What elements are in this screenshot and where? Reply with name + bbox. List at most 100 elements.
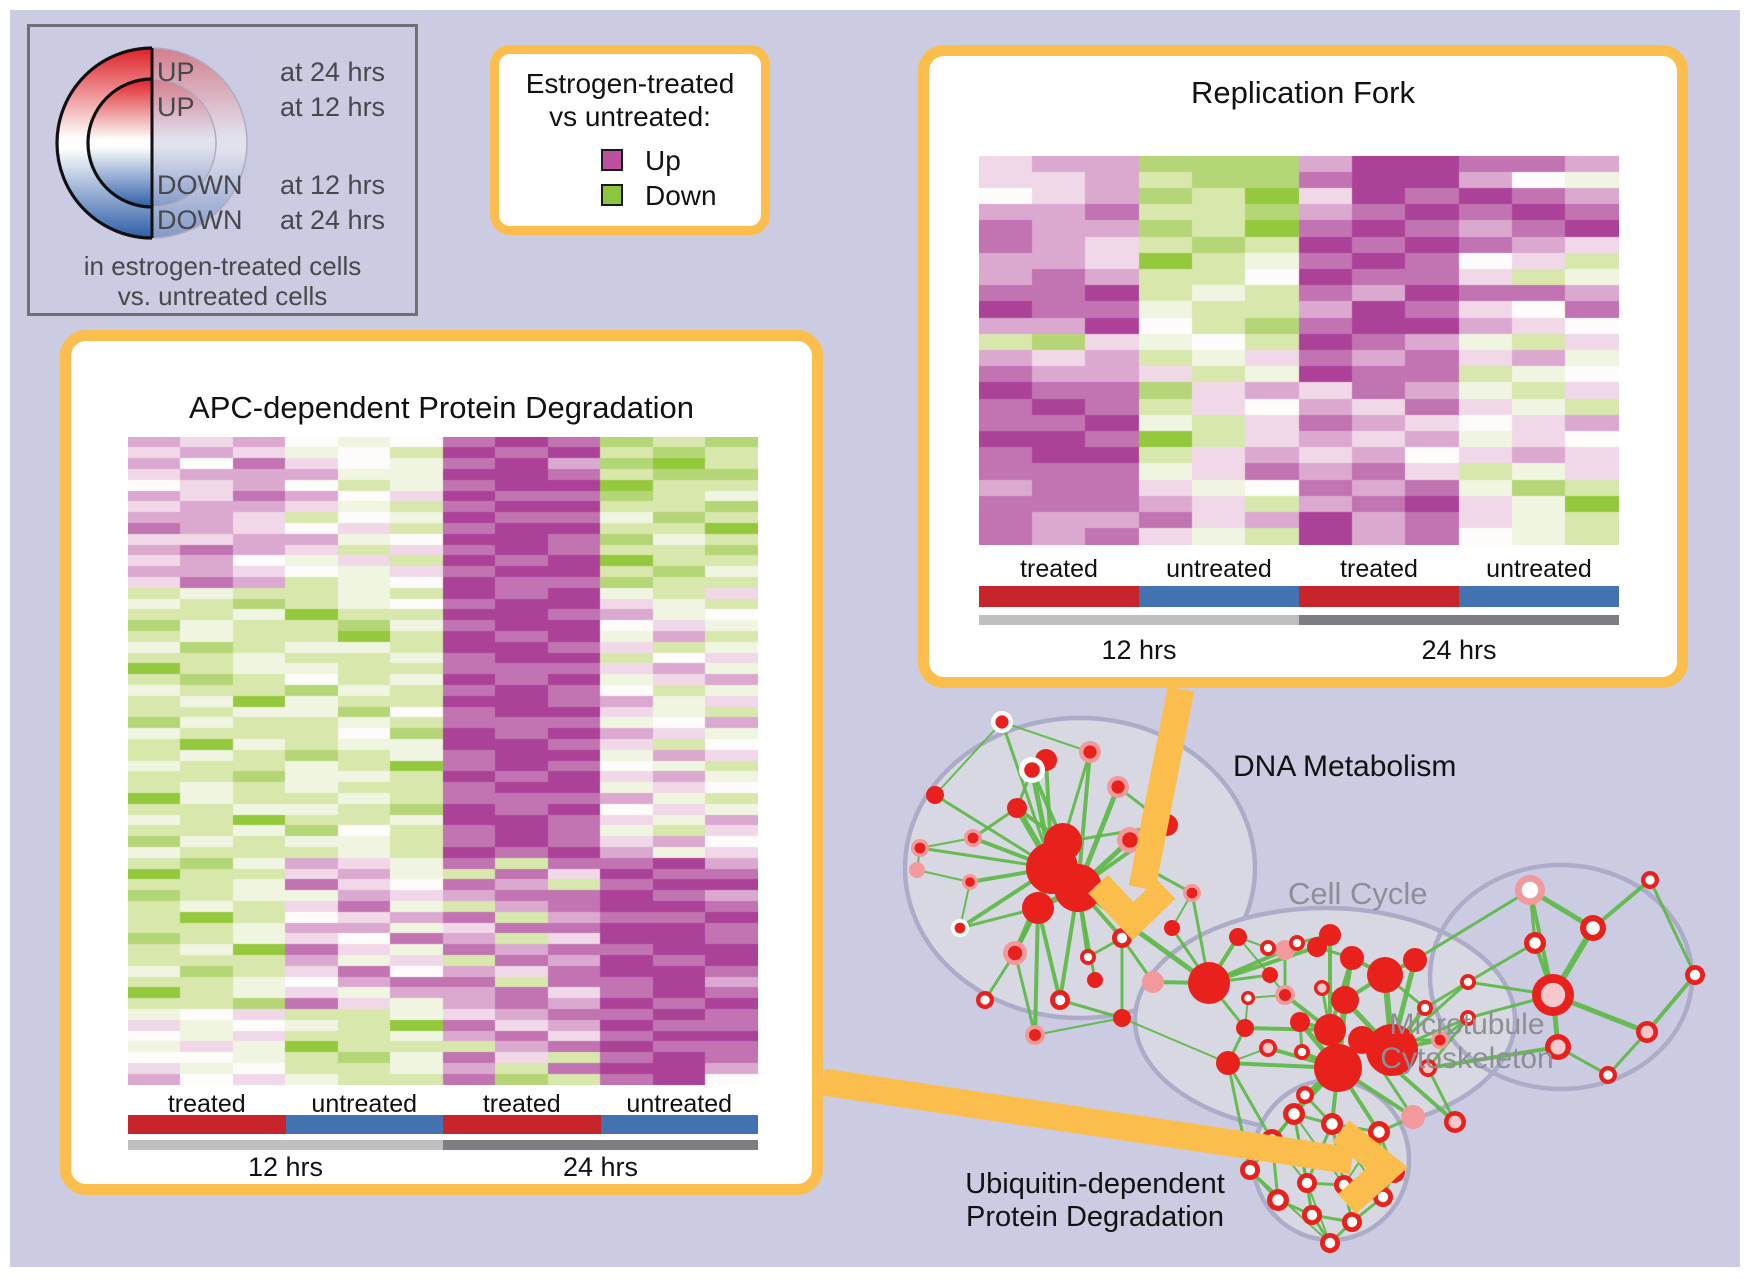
down-label: Down xyxy=(645,180,717,211)
network-node xyxy=(1346,1216,1358,1228)
network-node xyxy=(1401,1105,1425,1129)
replication-fork-heatmap xyxy=(979,156,1619,545)
network-node xyxy=(1689,969,1701,981)
network-node xyxy=(1244,1164,1256,1176)
group-label-untreated-3: untreated xyxy=(1486,555,1592,583)
network-node xyxy=(1164,920,1180,936)
network-edge xyxy=(934,721,1003,796)
cluster-ellipse-3 xyxy=(1250,1077,1412,1243)
network-node xyxy=(1314,1014,1346,1046)
network-node xyxy=(965,877,975,887)
network-node xyxy=(1087,972,1103,988)
network-edge xyxy=(1249,1169,1331,1244)
network-node xyxy=(1054,864,1102,912)
network-node xyxy=(1422,1062,1434,1074)
replication-fork-panel: Replication Fork treated untreated treated… xyxy=(918,45,1688,688)
network-node xyxy=(1188,962,1230,1004)
condition-bar-treated-0 xyxy=(128,1115,286,1134)
time-bar-12hrs xyxy=(128,1140,443,1150)
network-node xyxy=(1024,762,1040,778)
network-node xyxy=(1640,1025,1654,1039)
estrogen-legend-title-line2: vs untreated: xyxy=(549,101,711,132)
network-node xyxy=(1367,957,1403,993)
network-edge xyxy=(1424,980,1469,1010)
network-node xyxy=(1540,982,1566,1008)
network-node xyxy=(1319,924,1341,946)
network-node xyxy=(1326,1118,1338,1130)
group-label-treated-2: treated xyxy=(1340,555,1418,583)
network-node xyxy=(1420,1003,1430,1013)
network-node xyxy=(1366,1024,1418,1076)
estrogen-legend-title-line1: Estrogen-treated xyxy=(525,68,735,99)
network-edge xyxy=(1427,1045,1559,1070)
network-node xyxy=(926,786,944,804)
network-node xyxy=(1116,932,1128,944)
network-edge xyxy=(1467,941,1536,984)
network-node xyxy=(1603,1070,1613,1080)
network-edge xyxy=(916,869,971,883)
network-node xyxy=(1262,967,1278,983)
group-label-untreated-1: untreated xyxy=(311,1090,418,1118)
group-label-treated-2: treated xyxy=(482,1090,561,1118)
cluster-label-microtubule-line1: Microtubule xyxy=(1389,1008,1545,1041)
network-node xyxy=(1216,1051,1240,1075)
network-node xyxy=(1324,1237,1336,1249)
time-label-12hrs: 12 hrs xyxy=(1101,635,1177,665)
legend-footer-line1: in estrogen-treated cells xyxy=(83,251,362,281)
network-node xyxy=(1340,946,1364,970)
network-node xyxy=(1529,937,1541,949)
network-node xyxy=(1083,745,1097,759)
network-node xyxy=(1029,1029,1041,1041)
time-bar-24hrs xyxy=(443,1140,758,1150)
network-node xyxy=(1288,1108,1300,1120)
network-node xyxy=(1156,814,1178,836)
network-node xyxy=(1338,1179,1350,1191)
network-node xyxy=(1301,1177,1313,1189)
network-node xyxy=(1306,1209,1318,1221)
network-node xyxy=(1142,862,1158,878)
legend-direction: UP xyxy=(157,92,195,122)
legend-time: at 24 hrs xyxy=(280,57,386,87)
cluster-label-ubiquitin: Ubiquitin-dependent Protein Degradation xyxy=(950,1168,1240,1234)
network-node xyxy=(1388,1166,1400,1178)
network-node xyxy=(967,832,979,844)
network-node xyxy=(1142,971,1164,993)
down-color-swatch xyxy=(601,184,623,206)
group-label-untreated-3: untreated xyxy=(626,1090,733,1118)
network-node xyxy=(1292,938,1302,948)
group-label-treated-0: treated xyxy=(167,1090,246,1118)
network-edge xyxy=(1121,1017,1229,1064)
network-edge xyxy=(1414,888,1531,962)
network-node xyxy=(1434,1034,1446,1046)
network-node xyxy=(1113,1009,1131,1027)
network-node xyxy=(1317,983,1327,993)
legend-direction: DOWN xyxy=(157,205,243,235)
group-label-treated-0: treated xyxy=(1020,555,1098,583)
network-node xyxy=(909,862,925,878)
network-node xyxy=(1236,1019,1254,1037)
network-node xyxy=(1054,994,1066,1006)
cluster-label-dna-metabolism: DNA Metabolism xyxy=(1233,750,1457,783)
network-node xyxy=(1373,1126,1385,1138)
updown-gradient-rings-icon xyxy=(55,43,258,243)
condition-bar-treated-2 xyxy=(1299,586,1459,607)
network-node xyxy=(954,922,966,934)
network-node xyxy=(1521,881,1539,899)
apc-heatmap xyxy=(128,437,758,1085)
network-node xyxy=(1586,921,1600,935)
group-label-untreated-1: untreated xyxy=(1166,555,1272,583)
network-edge xyxy=(1059,998,1123,1020)
network-node xyxy=(1083,952,1093,962)
cluster-label-microtubule-line2: Cytoskeleton xyxy=(1380,1042,1554,1075)
replication-fork-title: Replication Fork xyxy=(1191,75,1415,110)
network-node xyxy=(1266,1134,1278,1146)
network-node xyxy=(1300,1090,1310,1100)
network-edge xyxy=(1645,973,1697,1034)
legend-updown-box: UP at 24 hrs UP at 12 hrs DOWN at 12 hrs… xyxy=(27,24,418,316)
network-node xyxy=(1403,948,1427,972)
network-node xyxy=(1463,977,1473,987)
network-node xyxy=(1448,1115,1462,1129)
up-label: Up xyxy=(645,145,681,176)
condition-bar-untreated-3 xyxy=(1459,586,1619,607)
legend-footer-line2: vs. untreated cells xyxy=(117,281,328,311)
